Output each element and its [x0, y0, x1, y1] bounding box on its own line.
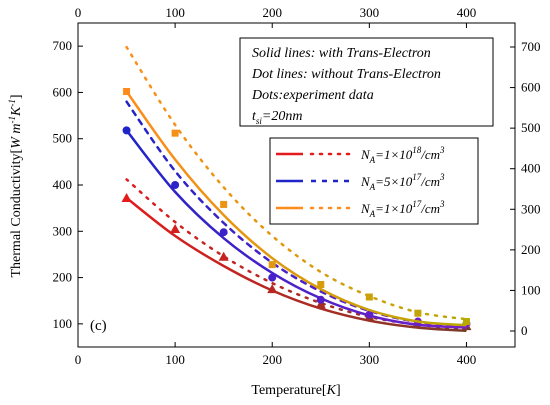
experiment-point [170, 223, 181, 233]
axis-layer: 0 100 200 300 400 0 100 200 300 400 100 200 300 400 50… [53, 5, 541, 367]
x-tick-label-bottom: 200 [262, 352, 282, 367]
y-tick-label-right: 0 [521, 323, 528, 338]
y-tick-label-left: 500 [53, 131, 73, 146]
x-axis-title: Temperature[K] [251, 383, 340, 398]
experiment-point [365, 293, 373, 301]
series-solid-line-3 [125, 90, 467, 327]
x-tick-label-top: 300 [360, 5, 380, 20]
x-tick-label-bottom: 300 [360, 352, 380, 367]
y-tick-label-right: 400 [521, 161, 541, 176]
legend-frame [269, 137, 479, 225]
experiment-point [219, 228, 228, 237]
legend-label-2: NA=5×1017/cm3 [360, 172, 445, 192]
note-dots: Dots:experiment data [251, 88, 374, 103]
experiment-point [462, 318, 470, 326]
y-tick-label-right: 300 [521, 201, 541, 216]
experiment-point [268, 261, 276, 269]
y-tick-label-left: 400 [53, 177, 73, 192]
x-tick-label-bottom: 0 [75, 352, 82, 367]
y-tick-label-right: 600 [521, 80, 541, 95]
y-tick-label-left: 300 [53, 223, 73, 238]
y-tick-label-left: 100 [53, 316, 73, 331]
series-dotted-line-2 [125, 100, 468, 328]
y-tick-label-left: 600 [53, 84, 73, 99]
note-solid-lines: Solid lines: with Trans-Electron [252, 46, 431, 61]
series-solid-line-1 [125, 197, 467, 333]
y-tick-label-right: 200 [521, 242, 541, 257]
experiment-point [121, 192, 132, 202]
experiment-point [122, 126, 131, 135]
experiment-point [218, 251, 229, 261]
y-tick-label-right: 700 [521, 39, 541, 54]
experiment-point [315, 299, 326, 309]
y-tick-label-right: 100 [521, 282, 541, 297]
x-tick-label-top: 400 [457, 5, 477, 20]
panel-label: (c) [90, 318, 107, 334]
series-dotted-line-3 [125, 45, 468, 321]
y-tick-label-left: 200 [53, 270, 73, 285]
x-tick-label-top: 0 [75, 5, 82, 20]
experiment-point [317, 281, 325, 289]
legend-label-1: NA=1×1018/cm3 [360, 145, 445, 165]
note-dot-lines: Dot lines: without Trans-Electron [251, 67, 441, 82]
series-layer [121, 45, 472, 333]
experiment-point [267, 284, 278, 294]
x-tick-label-top: 100 [165, 5, 185, 20]
experiment-point [123, 88, 131, 96]
y-tick-label-right: 500 [521, 120, 541, 135]
series-solid-line-2 [125, 129, 467, 329]
legend: NA=1×1018/cm3 NA=5×1017/cm3 NA=1×1017/cm… [269, 137, 479, 225]
experiment-point [171, 129, 179, 137]
notes-box: Solid lines: with Trans-Electron Dot lin… [239, 37, 494, 127]
y-tick-label-left: 700 [53, 38, 73, 53]
experiment-point [220, 200, 228, 208]
x-tick-label-bottom: 100 [165, 352, 185, 367]
notes-box-frame [239, 37, 494, 127]
y-axis-title: Thermal Conductivity[W m-1K-1] [7, 95, 24, 278]
x-tick-label-top: 200 [262, 5, 282, 20]
x-tick-label-bottom: 400 [457, 352, 477, 367]
experiment-point [414, 309, 422, 317]
experiment-point [316, 295, 325, 304]
experiment-point [365, 310, 374, 319]
note-thickness: tsi=20nm [252, 109, 302, 126]
legend-label-3: NA=1×1017/cm3 [360, 199, 445, 219]
experiment-point [268, 273, 277, 282]
experiment-point [171, 181, 180, 189]
